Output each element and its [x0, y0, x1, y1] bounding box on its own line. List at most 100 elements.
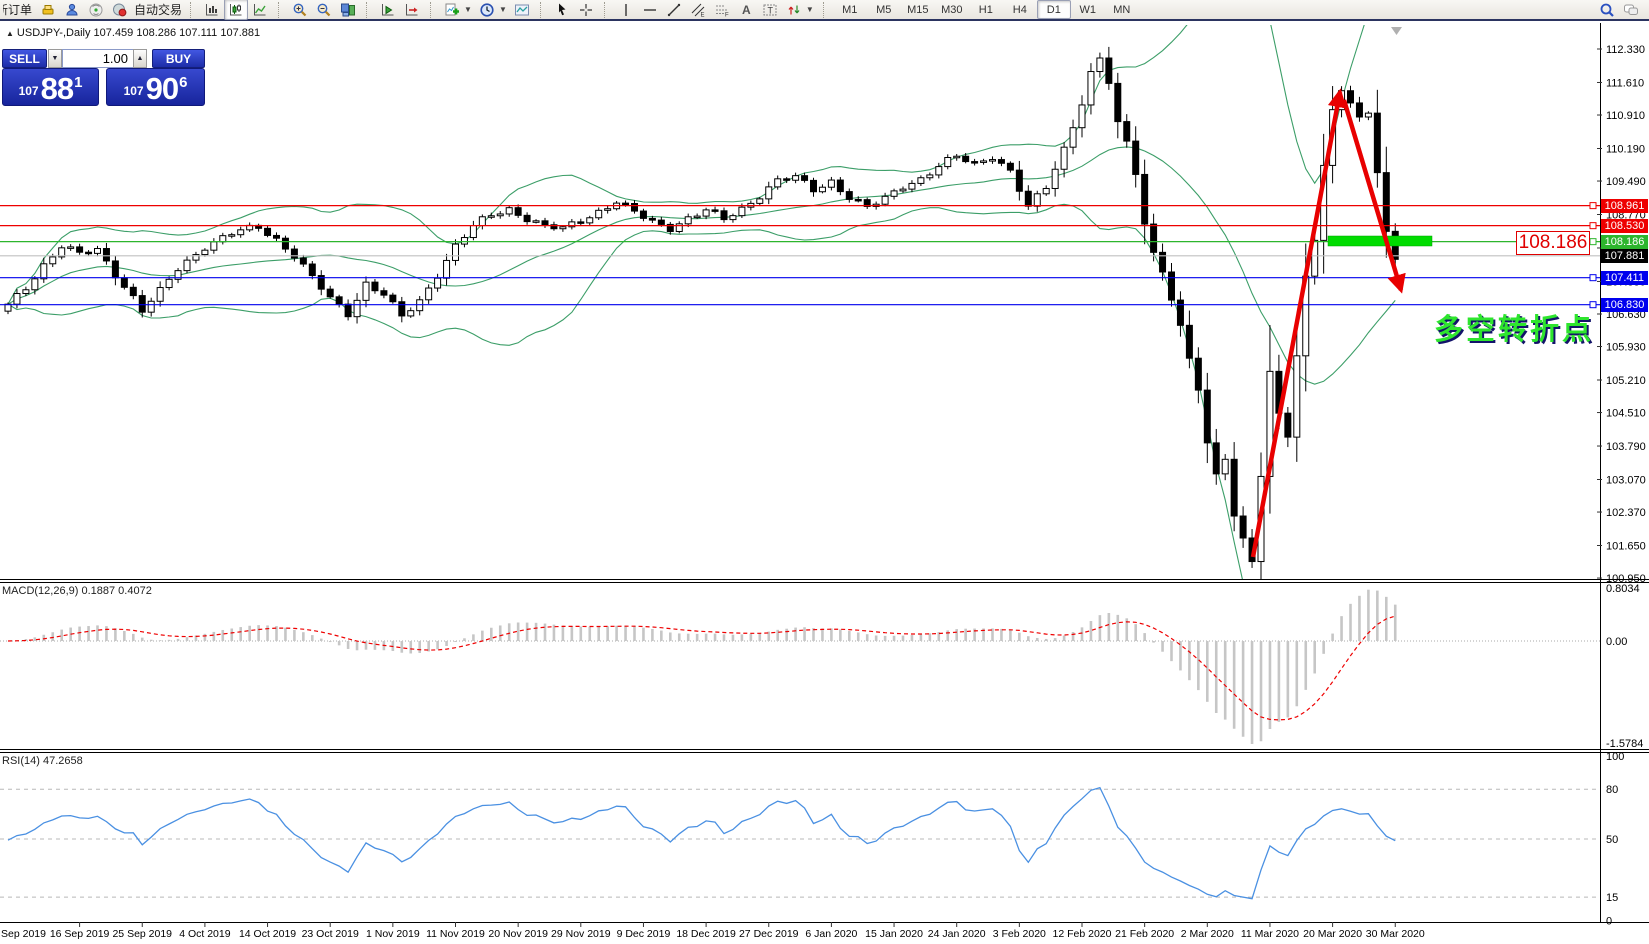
candle-bull [702, 209, 710, 217]
arrows-tool-icon[interactable] [782, 0, 806, 20]
chart-shift-marker[interactable] [1391, 27, 1402, 35]
chevron-down-icon[interactable]: ▼ [498, 5, 507, 14]
timeframe-MN[interactable]: MN [1113, 3, 1131, 16]
toolbar-separator [822, 1, 829, 18]
level-handle[interactable] [1589, 222, 1597, 230]
volume-input[interactable]: 1.00 [62, 49, 134, 68]
buy-price-big: 90 [145, 71, 179, 106]
chevron-down-icon[interactable]: ▼ [805, 5, 814, 14]
price-tick-label: 109.490 [1606, 176, 1646, 188]
candle-bear [273, 234, 280, 239]
macd-pane [0, 589, 1600, 744]
template-icon[interactable] [510, 0, 534, 20]
candle-bear [845, 191, 853, 200]
zoom-in-icon[interactable] [288, 0, 312, 20]
periods-clock-icon[interactable] [475, 0, 499, 20]
main-toolbar: 新订单 自动交易 ▼ ▼ [0, 0, 1649, 21]
sell-button[interactable]: SELL [2, 49, 47, 68]
horizontal-line-tool-icon[interactable] [638, 0, 662, 20]
bar-chart-icon[interactable] [200, 0, 224, 20]
tile-windows-icon[interactable] [336, 0, 360, 20]
support-highlight[interactable] [1327, 235, 1433, 247]
candle-bear [102, 248, 110, 262]
candle-bull [1069, 127, 1077, 148]
level-handle[interactable] [1589, 202, 1597, 210]
crosshair-icon[interactable] [574, 0, 598, 20]
signals-icon[interactable] [84, 0, 108, 20]
timeframe-M1[interactable]: M1 [842, 3, 858, 16]
trendline-tool-icon[interactable] [662, 0, 686, 20]
search-icon[interactable] [1595, 0, 1619, 20]
candle-bear [666, 223, 674, 232]
price-tick-label: 103.790 [1606, 441, 1646, 453]
candle-bear [371, 281, 379, 292]
candle-bear [720, 210, 728, 221]
candle-bear [1024, 190, 1032, 207]
date-tick-label: 25 Sep 2019 [112, 928, 172, 940]
channel-tool-icon[interactable]: E [686, 0, 710, 20]
rsi-line [7, 786, 1396, 900]
price-callout-label[interactable]: 108.186 [1516, 231, 1590, 255]
candle-bull [487, 215, 495, 218]
candle-bear [1194, 357, 1202, 391]
timeframe-M15[interactable]: M15 [907, 3, 929, 16]
date-tick-label: 21 Feb 2020 [1115, 928, 1174, 940]
buy-button[interactable]: BUY [152, 49, 205, 68]
level-handle[interactable] [1589, 238, 1597, 246]
autotrading-label[interactable]: 自动交易 [134, 3, 183, 17]
timeframe-H1[interactable]: H1 [978, 3, 993, 16]
timeframe-M30[interactable]: M30 [941, 3, 963, 16]
price-tick-label: 105.930 [1606, 342, 1646, 354]
sell-price-panel[interactable]: 107 88 1 [2, 68, 99, 106]
candle-bull [693, 215, 701, 219]
candle-bull [210, 241, 218, 251]
arrow-up-trend[interactable] [1250, 88, 1347, 558]
candle-bear [138, 295, 146, 313]
candle-bull [1078, 104, 1086, 129]
candle-bull [452, 243, 459, 261]
chevron-down-icon[interactable]: ▼ [464, 5, 472, 14]
date-tick-label: 15 Jan 2020 [865, 928, 923, 940]
volume-decrease-button[interactable]: ▼ [48, 49, 62, 68]
buy-price-panel[interactable]: 107 90 6 [106, 68, 205, 106]
fibonacci-tool-icon[interactable]: F [710, 0, 734, 20]
candle-bull [684, 216, 692, 225]
timeframe-M5[interactable]: M5 [876, 3, 892, 16]
price-tick-label: 102.370 [1606, 507, 1646, 519]
auto-scroll-icon[interactable] [376, 0, 400, 20]
vertical-line-tool-icon[interactable] [614, 0, 638, 20]
candle-bear [1123, 121, 1131, 142]
main-pane [4, 25, 1399, 579]
text-label-tool-icon[interactable]: T [758, 0, 782, 20]
timeframe-W1[interactable]: W1 [1079, 3, 1097, 16]
timeframe-H4[interactable]: H4 [1012, 3, 1027, 16]
candlestick-chart-icon[interactable] [224, 0, 249, 20]
candle-bull [353, 299, 361, 318]
level-handle[interactable] [1589, 274, 1597, 282]
volume-increase-button[interactable]: ▲ [133, 49, 147, 68]
toolbar-separator [603, 1, 610, 18]
rsi-axis-label: 80 [1606, 784, 1618, 796]
autotrading-icon[interactable] [108, 0, 132, 20]
candle-bull [1060, 146, 1068, 170]
accounts-icon[interactable] [60, 0, 84, 20]
turning-point-annotation[interactable]: 多空转折点 [1434, 314, 1595, 346]
candle-bull [174, 270, 182, 280]
timeframe-D1[interactable]: D1 [1036, 0, 1071, 19]
new-order-label[interactable]: 新订单 [3, 3, 33, 17]
cursor-icon[interactable] [550, 0, 574, 20]
new-chart-icon[interactable] [440, 0, 464, 20]
arrow-down-trend[interactable] [1341, 99, 1406, 294]
level-handle[interactable] [1589, 301, 1597, 309]
chat-icon[interactable] [1619, 0, 1643, 20]
chart-shift-icon[interactable] [400, 0, 424, 20]
zoom-out-icon[interactable] [312, 0, 336, 20]
text-tool-icon[interactable]: A [734, 0, 758, 20]
date-tick-label: 11 Mar 2020 [1241, 928, 1299, 940]
new-order-icon[interactable] [36, 0, 60, 20]
candle-bear [1212, 442, 1220, 475]
date-tick-label: 24 Jan 2020 [928, 928, 986, 940]
macd-axis-label: 0.8034 [1606, 583, 1640, 595]
line-chart-icon[interactable] [248, 0, 272, 20]
